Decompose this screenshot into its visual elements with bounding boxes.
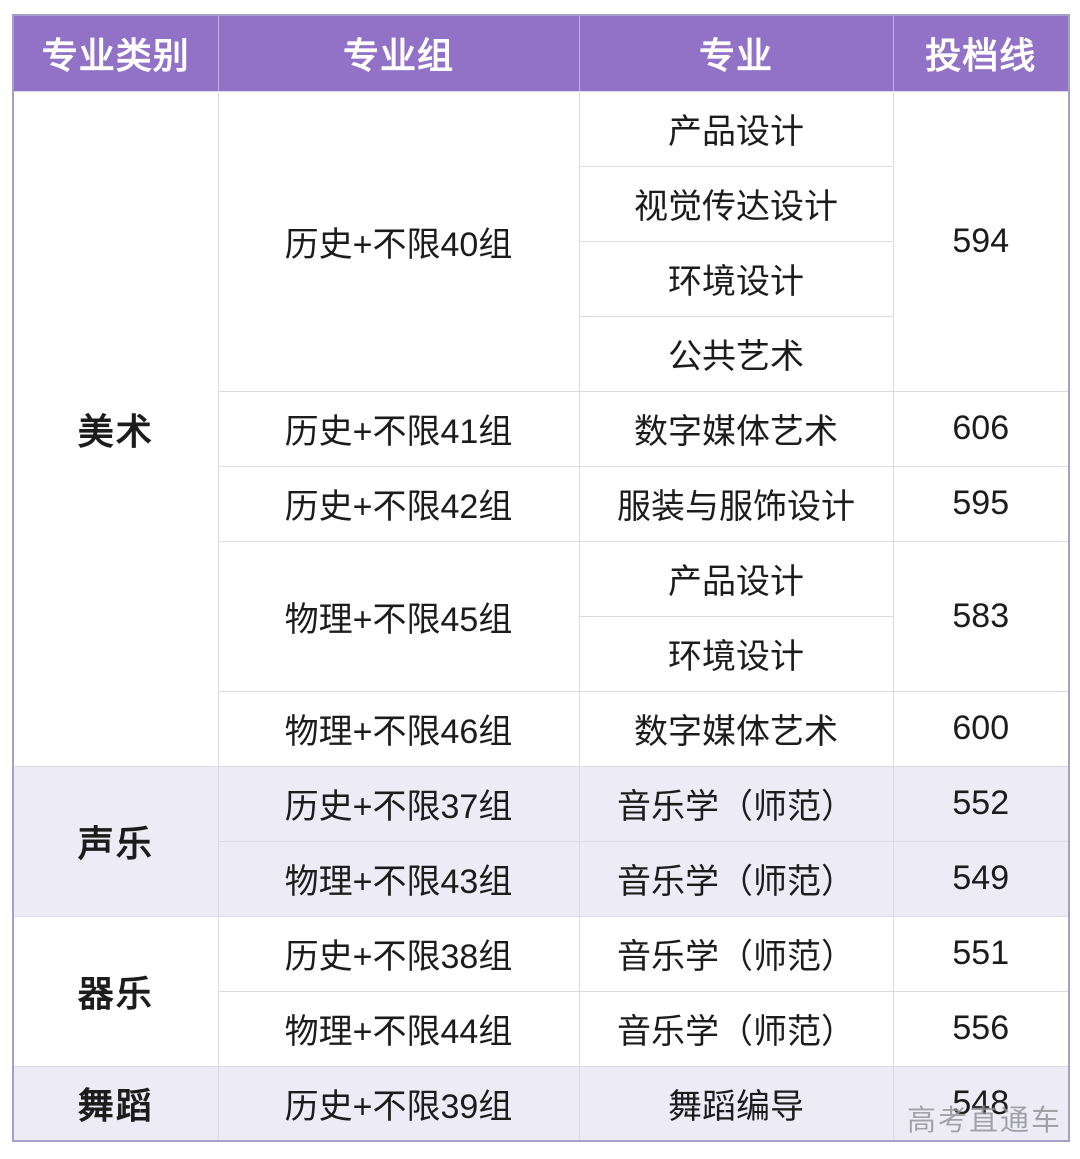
group-cell: 历史+不限42组: [217, 465, 580, 542]
group-cell: 物理+不限44组: [217, 990, 580, 1067]
table-row: 历史+不限42组 服装与服饰设计 595: [13, 465, 1070, 542]
major-cell: 舞蹈编导: [578, 1065, 894, 1142]
admission-score-table: 专业类别 专业组 专业 投档线 美术 历史+不限40组 产品设计 594 视觉传…: [12, 14, 1070, 1142]
major-cell: 服装与服饰设计: [578, 465, 894, 542]
table-row: 物理+不限44组 音乐学（师范） 556: [13, 990, 1070, 1067]
major-cell: 数字媒体艺术: [578, 690, 894, 767]
group-cell: 历史+不限39组: [217, 1065, 580, 1142]
score-cell: 552: [892, 765, 1070, 842]
score-cell: 548: [892, 1065, 1070, 1142]
group-cell: 历史+不限41组: [217, 390, 580, 467]
header-category: 专业类别: [13, 15, 218, 92]
group-cell: 物理+不限46组: [217, 690, 580, 767]
major-cell: 产品设计: [578, 90, 894, 167]
header-major: 专业: [578, 15, 893, 92]
group-cell: 历史+不限37组: [217, 765, 580, 842]
table-row: 环境设计: [13, 240, 1069, 317]
major-cell: 环境设计: [578, 240, 894, 317]
category-cell-meishu: 美术: [12, 90, 219, 767]
table-row: 视觉传达设计: [13, 165, 1069, 242]
score-cell: 583: [892, 540, 1070, 692]
table-row: 舞蹈 历史+不限39组 舞蹈编导 548: [12, 1065, 1070, 1142]
major-cell: 音乐学（师范）: [578, 840, 894, 917]
major-cell: 环境设计: [578, 615, 894, 692]
table-row: 美术 历史+不限40组 产品设计 594: [12, 90, 1070, 767]
score-cell: 606: [892, 390, 1070, 467]
major-cell: 公共艺术: [578, 315, 894, 392]
score-cell: 556: [892, 990, 1070, 1067]
group-cell: 物理+不限45组: [217, 540, 580, 692]
header-row: 专业类别 专业组 专业 投档线: [13, 15, 1069, 92]
group-cell: 历史+不限38组: [217, 915, 580, 992]
major-cell: 音乐学（师范）: [578, 915, 894, 992]
major-cell: 音乐学（师范）: [578, 990, 894, 1067]
score-cell: 594: [892, 90, 1070, 392]
major-cell: 数字媒体艺术: [578, 390, 894, 467]
major-cell: 产品设计: [578, 540, 894, 617]
score-cell: 595: [892, 465, 1070, 542]
header-group: 专业组: [217, 15, 579, 92]
header-score-line: 投档线: [892, 15, 1069, 92]
table-row: 物理+不限43组 音乐学（师范） 549: [13, 840, 1070, 917]
group-cell: 物理+不限43组: [217, 840, 580, 917]
major-cell: 视觉传达设计: [578, 165, 894, 242]
table-row: 器乐 历史+不限38组 音乐学（师范） 551: [12, 915, 1070, 1067]
table-row: 声乐 历史+不限37组 音乐学（师范） 552: [12, 765, 1070, 917]
score-cell: 551: [892, 915, 1070, 992]
score-cell: 600: [892, 690, 1070, 767]
major-cell: 音乐学（师范）: [578, 765, 894, 842]
table-row: 历史+不限41组 数字媒体艺术 606: [13, 390, 1070, 467]
group-cell: 历史+不限40组: [217, 90, 580, 392]
category-cell-shengyue: 声乐: [12, 765, 219, 917]
category-cell-wudao: 舞蹈: [12, 1065, 219, 1142]
table-row: 环境设计: [13, 615, 1069, 692]
score-cell: 549: [892, 840, 1070, 917]
category-cell-qiyue: 器乐: [12, 915, 219, 1067]
table-row: 物理+不限45组 产品设计 583: [13, 540, 1070, 692]
